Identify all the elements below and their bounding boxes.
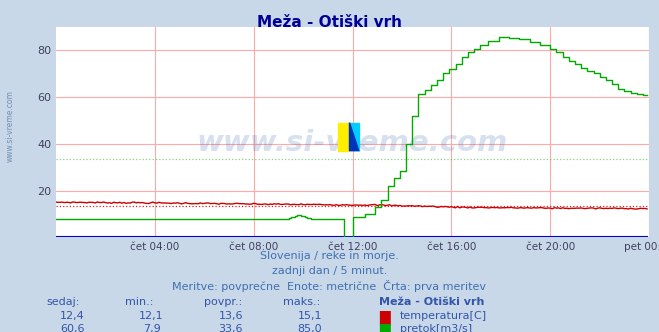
Text: min.:: min.: — [125, 297, 154, 307]
Text: Slovenija / reke in morje.: Slovenija / reke in morje. — [260, 251, 399, 261]
Text: zadnji dan / 5 minut.: zadnji dan / 5 minut. — [272, 266, 387, 276]
Text: maks.:: maks.: — [283, 297, 321, 307]
Text: Meritve: povprečne  Enote: metrične  Črta: prva meritev: Meritve: povprečne Enote: metrične Črta:… — [173, 280, 486, 291]
Text: 15,1: 15,1 — [297, 311, 322, 321]
Bar — [338, 123, 349, 151]
Text: povpr.:: povpr.: — [204, 297, 243, 307]
Text: █: █ — [379, 324, 389, 332]
Text: pretok[m3/s]: pretok[m3/s] — [400, 324, 472, 332]
Text: www.si-vreme.com: www.si-vreme.com — [197, 128, 508, 156]
Text: Meža - Otiški vrh: Meža - Otiški vrh — [257, 15, 402, 30]
Text: 12,1: 12,1 — [139, 311, 164, 321]
Polygon shape — [349, 123, 358, 151]
Text: 85,0: 85,0 — [297, 324, 322, 332]
Text: 33,6: 33,6 — [218, 324, 243, 332]
Text: temperatura[C]: temperatura[C] — [400, 311, 487, 321]
Text: Meža - Otiški vrh: Meža - Otiški vrh — [379, 297, 484, 307]
Text: 13,6: 13,6 — [218, 311, 243, 321]
Text: 7,9: 7,9 — [143, 324, 160, 332]
Text: www.si-vreme.com: www.si-vreme.com — [5, 90, 14, 162]
Text: 12,4: 12,4 — [60, 311, 85, 321]
Text: █: █ — [379, 311, 389, 325]
Text: sedaj:: sedaj: — [46, 297, 80, 307]
Polygon shape — [349, 123, 358, 151]
Text: 60,6: 60,6 — [60, 324, 85, 332]
